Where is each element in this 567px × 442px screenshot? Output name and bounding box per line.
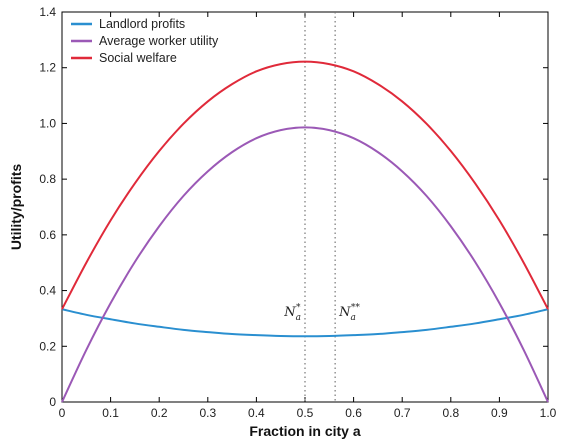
y-tick-label: 1.4 bbox=[39, 5, 56, 19]
y-tick-label: 0.2 bbox=[39, 339, 56, 353]
x-tick-label: 0 bbox=[59, 406, 66, 420]
series-line bbox=[61, 60, 549, 310]
y-tick-label: 0 bbox=[49, 395, 56, 409]
y-tick-label: 1.0 bbox=[39, 116, 56, 130]
x-tick-label: 1.0 bbox=[540, 406, 557, 420]
legend-label: Landlord profits bbox=[99, 17, 185, 31]
x-tick-label: 0.2 bbox=[151, 406, 168, 420]
y-tick-label: 0.8 bbox=[39, 172, 56, 186]
y-axis-title: Utility/profits bbox=[8, 164, 24, 251]
x-tick-label: 0.9 bbox=[491, 406, 508, 420]
x-tick-label: 0.1 bbox=[102, 406, 119, 420]
x-tick-label: 0.6 bbox=[345, 406, 362, 420]
y-tick-label: 0.6 bbox=[39, 228, 56, 242]
x-tick-label: 0.7 bbox=[394, 406, 411, 420]
series-lines bbox=[61, 60, 549, 403]
series-line bbox=[61, 308, 549, 338]
legend: Landlord profits Average worker utility So… bbox=[71, 17, 219, 65]
y-tick-label: 1.2 bbox=[39, 61, 56, 75]
reference-line-label: Na* bbox=[283, 303, 301, 323]
x-tick-label: 0.4 bbox=[248, 406, 265, 420]
x-tick-label: 0.5 bbox=[297, 406, 314, 420]
y-tick-label: 0.4 bbox=[39, 284, 56, 298]
x-tick-label: 0.8 bbox=[442, 406, 459, 420]
x-tick-label: 0.3 bbox=[199, 406, 216, 420]
legend-label: Social welfare bbox=[99, 51, 177, 65]
reference-line-label: Na** bbox=[338, 303, 360, 323]
series-line bbox=[61, 126, 549, 403]
axis-ticks: 0 0.1 0.2 0.3 0.4 0.5 0.6 0.7 0.8 0.9 1.0 0 0.2 0.4 0.… bbox=[39, 5, 556, 420]
legend-label: Average worker utility bbox=[99, 34, 219, 48]
x-axis-title: Fraction in city a bbox=[249, 423, 360, 439]
